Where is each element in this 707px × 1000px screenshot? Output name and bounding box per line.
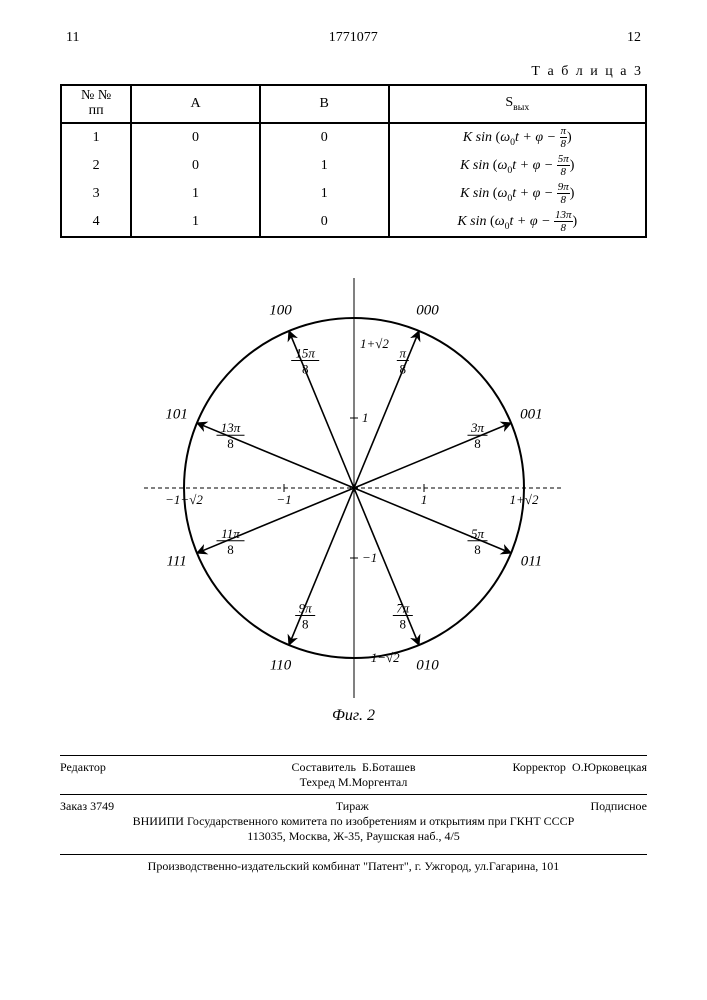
cell-a: 1: [131, 180, 260, 208]
addr2: Производственно-издательский комбинат "П…: [60, 859, 647, 874]
cell-a: 0: [131, 152, 260, 180]
page: 11 1771077 12 Т а б л и ц а 3 № № пп A B…: [0, 0, 707, 1000]
svg-text:8: 8: [399, 616, 406, 631]
cell-n: 4: [61, 208, 131, 237]
svg-text:1: 1: [420, 492, 427, 507]
col-s: Sвых: [389, 85, 646, 123]
svg-text:110: 110: [269, 657, 291, 673]
cell-b: 1: [260, 152, 389, 180]
svg-text:8: 8: [227, 542, 234, 557]
cell-s: K sin (ω0t + φ − π8): [389, 123, 646, 152]
svg-text:8: 8: [227, 436, 234, 451]
page-left: 11: [66, 30, 79, 46]
page-right: 12: [627, 30, 641, 46]
svg-text:8: 8: [474, 542, 481, 557]
svg-text:1+√2: 1+√2: [509, 492, 538, 507]
table-caption: Т а б л и ц а 3: [60, 64, 647, 80]
cell-n: 1: [61, 123, 131, 152]
svg-text:100: 100: [269, 303, 292, 319]
cell-s: K sin (ω0t + φ − 9π8): [389, 180, 646, 208]
cell-n: 3: [61, 180, 131, 208]
table-header-row: № № пп A B Sвых: [61, 85, 646, 123]
org-line: ВНИИПИ Государственного комитета по изоб…: [60, 814, 647, 829]
svg-text:001: 001: [520, 407, 543, 423]
table-row: 201K sin (ω0t + φ − 5π8): [61, 152, 646, 180]
svg-text:15π: 15π: [295, 346, 315, 361]
svg-text:π: π: [399, 346, 406, 361]
svg-text:011: 011: [520, 553, 541, 569]
cell-b: 0: [260, 208, 389, 237]
svg-text:−1−√2: −1−√2: [362, 650, 400, 665]
svg-text:3π: 3π: [469, 420, 484, 435]
col-nn: № № пп: [61, 85, 131, 123]
data-table: № № пп A B Sвых 100K sin (ω0t + φ − π8)2…: [60, 84, 647, 238]
figure-caption: Фиг. 2: [60, 707, 647, 725]
table-row: 410K sin (ω0t + φ − 13π8): [61, 208, 646, 237]
svg-text:13π: 13π: [220, 420, 240, 435]
editor: Редактор: [60, 760, 220, 790]
cell-b: 0: [260, 123, 389, 152]
svg-text:−1−√2: −1−√2: [165, 492, 203, 507]
order-line: Заказ 3749 Тираж Подписное: [60, 799, 647, 814]
cell-a: 1: [131, 208, 260, 237]
svg-text:101: 101: [165, 407, 188, 423]
cell-b: 1: [260, 180, 389, 208]
svg-text:8: 8: [301, 616, 308, 631]
cell-a: 0: [131, 123, 260, 152]
cell-s: K sin (ω0t + φ − 13π8): [389, 208, 646, 237]
svg-text:11π: 11π: [221, 526, 240, 541]
svg-text:010: 010: [416, 657, 439, 673]
cell-s: K sin (ω0t + φ − 5π8): [389, 152, 646, 180]
doc-number: 1771077: [329, 30, 378, 46]
col-b: B: [260, 85, 389, 123]
col-a: A: [131, 85, 260, 123]
svg-text:1+√2: 1+√2: [360, 336, 389, 351]
table-row: 311K sin (ω0t + φ − 9π8): [61, 180, 646, 208]
corrector: Корректор О.Юрковецкая: [487, 760, 647, 790]
svg-text:111: 111: [166, 553, 186, 569]
imprint: Редактор Составитель Б.Боташев Техред М.…: [60, 755, 647, 874]
svg-text:000: 000: [416, 303, 439, 319]
addr1: 113035, Москва, Ж-35, Раушская наб., 4/5: [60, 829, 647, 844]
phasor-svg: −1−√2−111+√21−1−1−√21+√2000π80013π80115π…: [144, 278, 564, 698]
svg-text:7π: 7π: [396, 600, 410, 615]
page-numbers: 11 1771077 12: [60, 30, 647, 46]
svg-text:5π: 5π: [470, 526, 484, 541]
svg-text:9π: 9π: [298, 600, 312, 615]
svg-text:8: 8: [399, 362, 406, 377]
svg-text:−1: −1: [362, 550, 377, 565]
table-row: 100K sin (ω0t + φ − π8): [61, 123, 646, 152]
svg-text:−1: −1: [276, 492, 291, 507]
svg-text:8: 8: [301, 362, 308, 377]
phasor-diagram: −1−√2−111+√21−1−1−√21+√2000π80013π80115π…: [60, 278, 647, 725]
cell-n: 2: [61, 152, 131, 180]
svg-text:8: 8: [474, 436, 481, 451]
svg-text:1: 1: [362, 410, 369, 425]
